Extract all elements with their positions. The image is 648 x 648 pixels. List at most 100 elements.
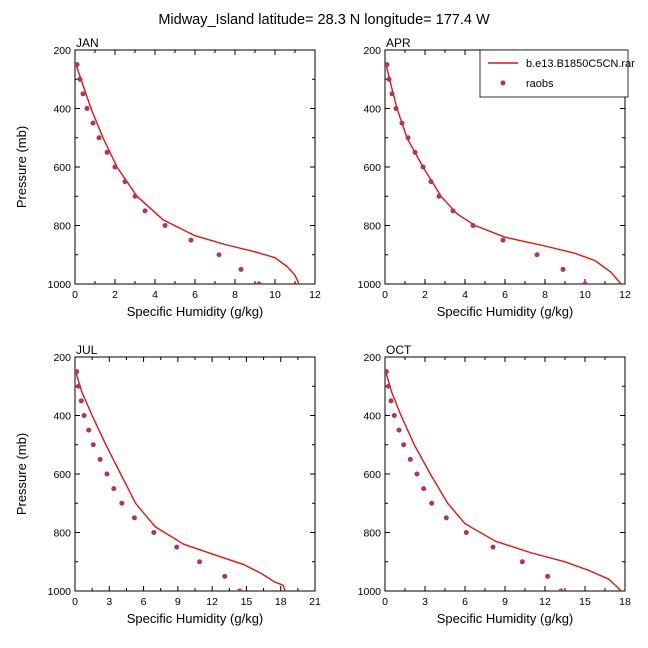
y-tick-label: 400 — [53, 104, 71, 116]
y-tick-label: 200 — [53, 45, 71, 57]
y-tick-label: 400 — [363, 411, 381, 423]
obs-point — [188, 237, 194, 243]
x-tick-label: 15 — [579, 596, 591, 608]
model-line — [75, 371, 286, 591]
obs-point — [86, 427, 92, 433]
y-tick-label: 1000 — [48, 279, 72, 291]
y-tick-label: 800 — [53, 528, 71, 540]
obs-point — [385, 369, 389, 375]
legend-label: b.e13.B1850C5CN.rar — [526, 58, 635, 70]
obs-point — [414, 471, 420, 477]
obs-point — [391, 413, 397, 418]
x-axis-label: Specific Humidity (g/kg) — [127, 304, 264, 319]
x-tick-label: 4 — [152, 289, 158, 301]
x-tick-label: 0 — [72, 596, 78, 608]
panel-label: JUL — [76, 343, 98, 357]
chart-panel-jan: JAN 0 2 4 6 8 10 12 200 400 600 800 1000 Specific Hum… — [14, 36, 321, 319]
x-tick-label: 10 — [579, 289, 591, 301]
x-axis-label: Specific Humidity (g/kg) — [127, 611, 264, 626]
obs-point — [111, 486, 117, 492]
chart-panel-oct: OCT 0 3 6 9 12 15 18 200 400 600 800 1000 Specific Hu… — [358, 343, 631, 626]
obs-point — [104, 149, 110, 155]
obs-point — [470, 223, 476, 228]
legend-dot-swatch — [500, 80, 506, 86]
plot-frame — [384, 356, 626, 592]
legend: b.e13.B1850C5CN.rar raobs — [479, 49, 635, 98]
obs-point — [162, 223, 168, 228]
y-tick-label: 600 — [53, 162, 71, 174]
y-tick-label: 600 — [53, 469, 71, 481]
y-tick-label: 200 — [363, 352, 381, 364]
obs-point — [78, 398, 84, 404]
x-tick-label: 6 — [502, 289, 508, 301]
y-tick-label: 800 — [363, 528, 381, 540]
x-tick-label: 2 — [112, 289, 118, 301]
y-tick-label: 1000 — [358, 586, 382, 598]
obs-point — [119, 500, 125, 506]
x-tick-label: 9 — [502, 596, 508, 608]
obs-point — [112, 164, 118, 170]
y-tick-label: 800 — [53, 221, 71, 233]
obs-point — [388, 398, 394, 404]
panel-label: JAN — [76, 36, 99, 50]
x-tick-label: 6 — [462, 596, 468, 608]
x-tick-label: 12 — [539, 596, 551, 608]
obs-point — [443, 515, 449, 521]
x-tick-label: 3 — [422, 596, 428, 608]
obs-point — [405, 135, 411, 141]
y-axis-label: Pressure (mb) — [14, 433, 29, 515]
x-tick-label: 18 — [619, 596, 631, 608]
obs-point — [131, 515, 137, 521]
y-tick-label: 600 — [363, 469, 381, 481]
x-tick-label: 8 — [232, 289, 238, 301]
y-tick-label: 400 — [363, 104, 381, 116]
obs-point — [463, 530, 469, 535]
obs-point — [519, 559, 525, 565]
model-line — [385, 64, 622, 284]
obs-point — [582, 281, 588, 284]
x-tick-label: 15 — [241, 596, 253, 608]
obs-point — [75, 369, 80, 375]
obs-point — [90, 442, 96, 448]
legend-label: raobs — [526, 78, 554, 90]
x-axis-label: Specific Humidity (g/kg) — [437, 611, 574, 626]
obs-point — [399, 120, 405, 126]
panel-label: APR — [386, 36, 411, 50]
obs-point — [77, 76, 83, 82]
obs-point — [412, 149, 418, 155]
obs-point — [142, 208, 148, 214]
obs-point — [450, 208, 456, 214]
model-line — [385, 371, 622, 591]
obs-point — [237, 588, 243, 591]
obs-point — [197, 559, 203, 565]
obs-point — [389, 91, 395, 97]
obs-point — [238, 266, 244, 272]
x-tick-label: 12 — [309, 289, 321, 301]
obs-point — [560, 266, 566, 272]
obs-point — [421, 486, 427, 492]
obs-point — [436, 193, 442, 199]
obs-point — [104, 471, 110, 477]
series-group — [75, 369, 286, 591]
obs-point — [396, 427, 402, 433]
x-tick-label: 12 — [619, 289, 631, 301]
obs-point — [386, 76, 392, 82]
series-group — [385, 369, 622, 591]
x-tick-label: 9 — [175, 596, 181, 608]
x-tick-label: 0 — [382, 596, 388, 608]
obs-point — [490, 544, 496, 550]
obs-point — [97, 456, 103, 462]
y-tick-label: 1000 — [358, 279, 382, 291]
y-tick-label: 600 — [363, 162, 381, 174]
plot-frame — [74, 356, 316, 592]
obs-point — [385, 62, 390, 68]
y-tick-label: 200 — [53, 352, 71, 364]
x-tick-label: 21 — [309, 596, 321, 608]
x-axis-label: Specific Humidity (g/kg) — [437, 304, 574, 319]
obs-point — [534, 252, 540, 258]
obs-point — [75, 383, 81, 389]
obs-point — [393, 106, 399, 111]
obs-point — [500, 237, 506, 243]
panels: JAN 0 2 4 6 8 10 12 200 400 600 800 1000 Specific Hum… — [14, 36, 631, 626]
